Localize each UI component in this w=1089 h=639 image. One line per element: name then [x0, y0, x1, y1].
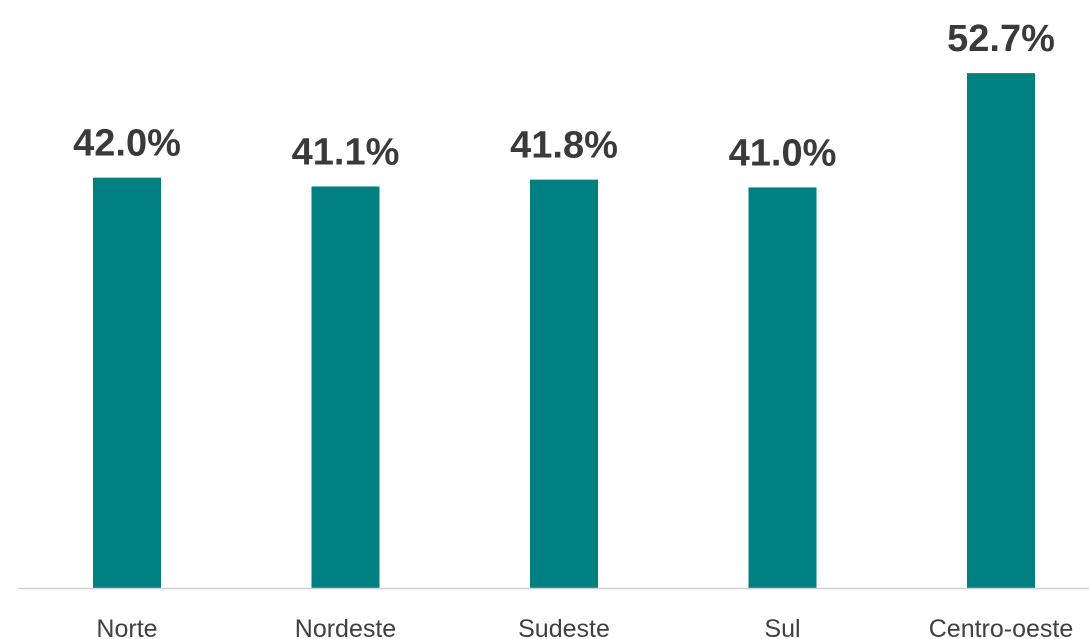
bar-nordeste: [311, 186, 380, 588]
bar-sudeste: [530, 179, 598, 588]
category-label-centro-oeste: Centro-oeste: [929, 615, 1074, 639]
bar-sul: [748, 187, 817, 588]
category-label-sul: Sul: [764, 615, 800, 639]
category-label-nordeste: Nordeste: [295, 615, 396, 639]
category-label-norte: Norte: [96, 615, 157, 639]
bars-layer: [93, 73, 1035, 589]
category-label-sudeste: Sudeste: [518, 615, 610, 639]
bar-centro-oeste: [967, 73, 1035, 589]
value-label-sul: 41.0%: [729, 132, 837, 174]
value-label-centro-oeste: 52.7%: [947, 18, 1055, 60]
value-label-norte: 42.0%: [73, 123, 181, 165]
value-label-nordeste: 41.1%: [292, 131, 400, 173]
value-labels-layer: 42.0% 41.1% 41.8% 41.0% 52.7%: [73, 18, 1055, 174]
value-label-sudeste: 41.8%: [510, 125, 618, 167]
bar-norte: [93, 177, 161, 588]
category-labels-layer: Norte Nordeste Sudeste Sul Centro-oeste: [96, 615, 1073, 639]
